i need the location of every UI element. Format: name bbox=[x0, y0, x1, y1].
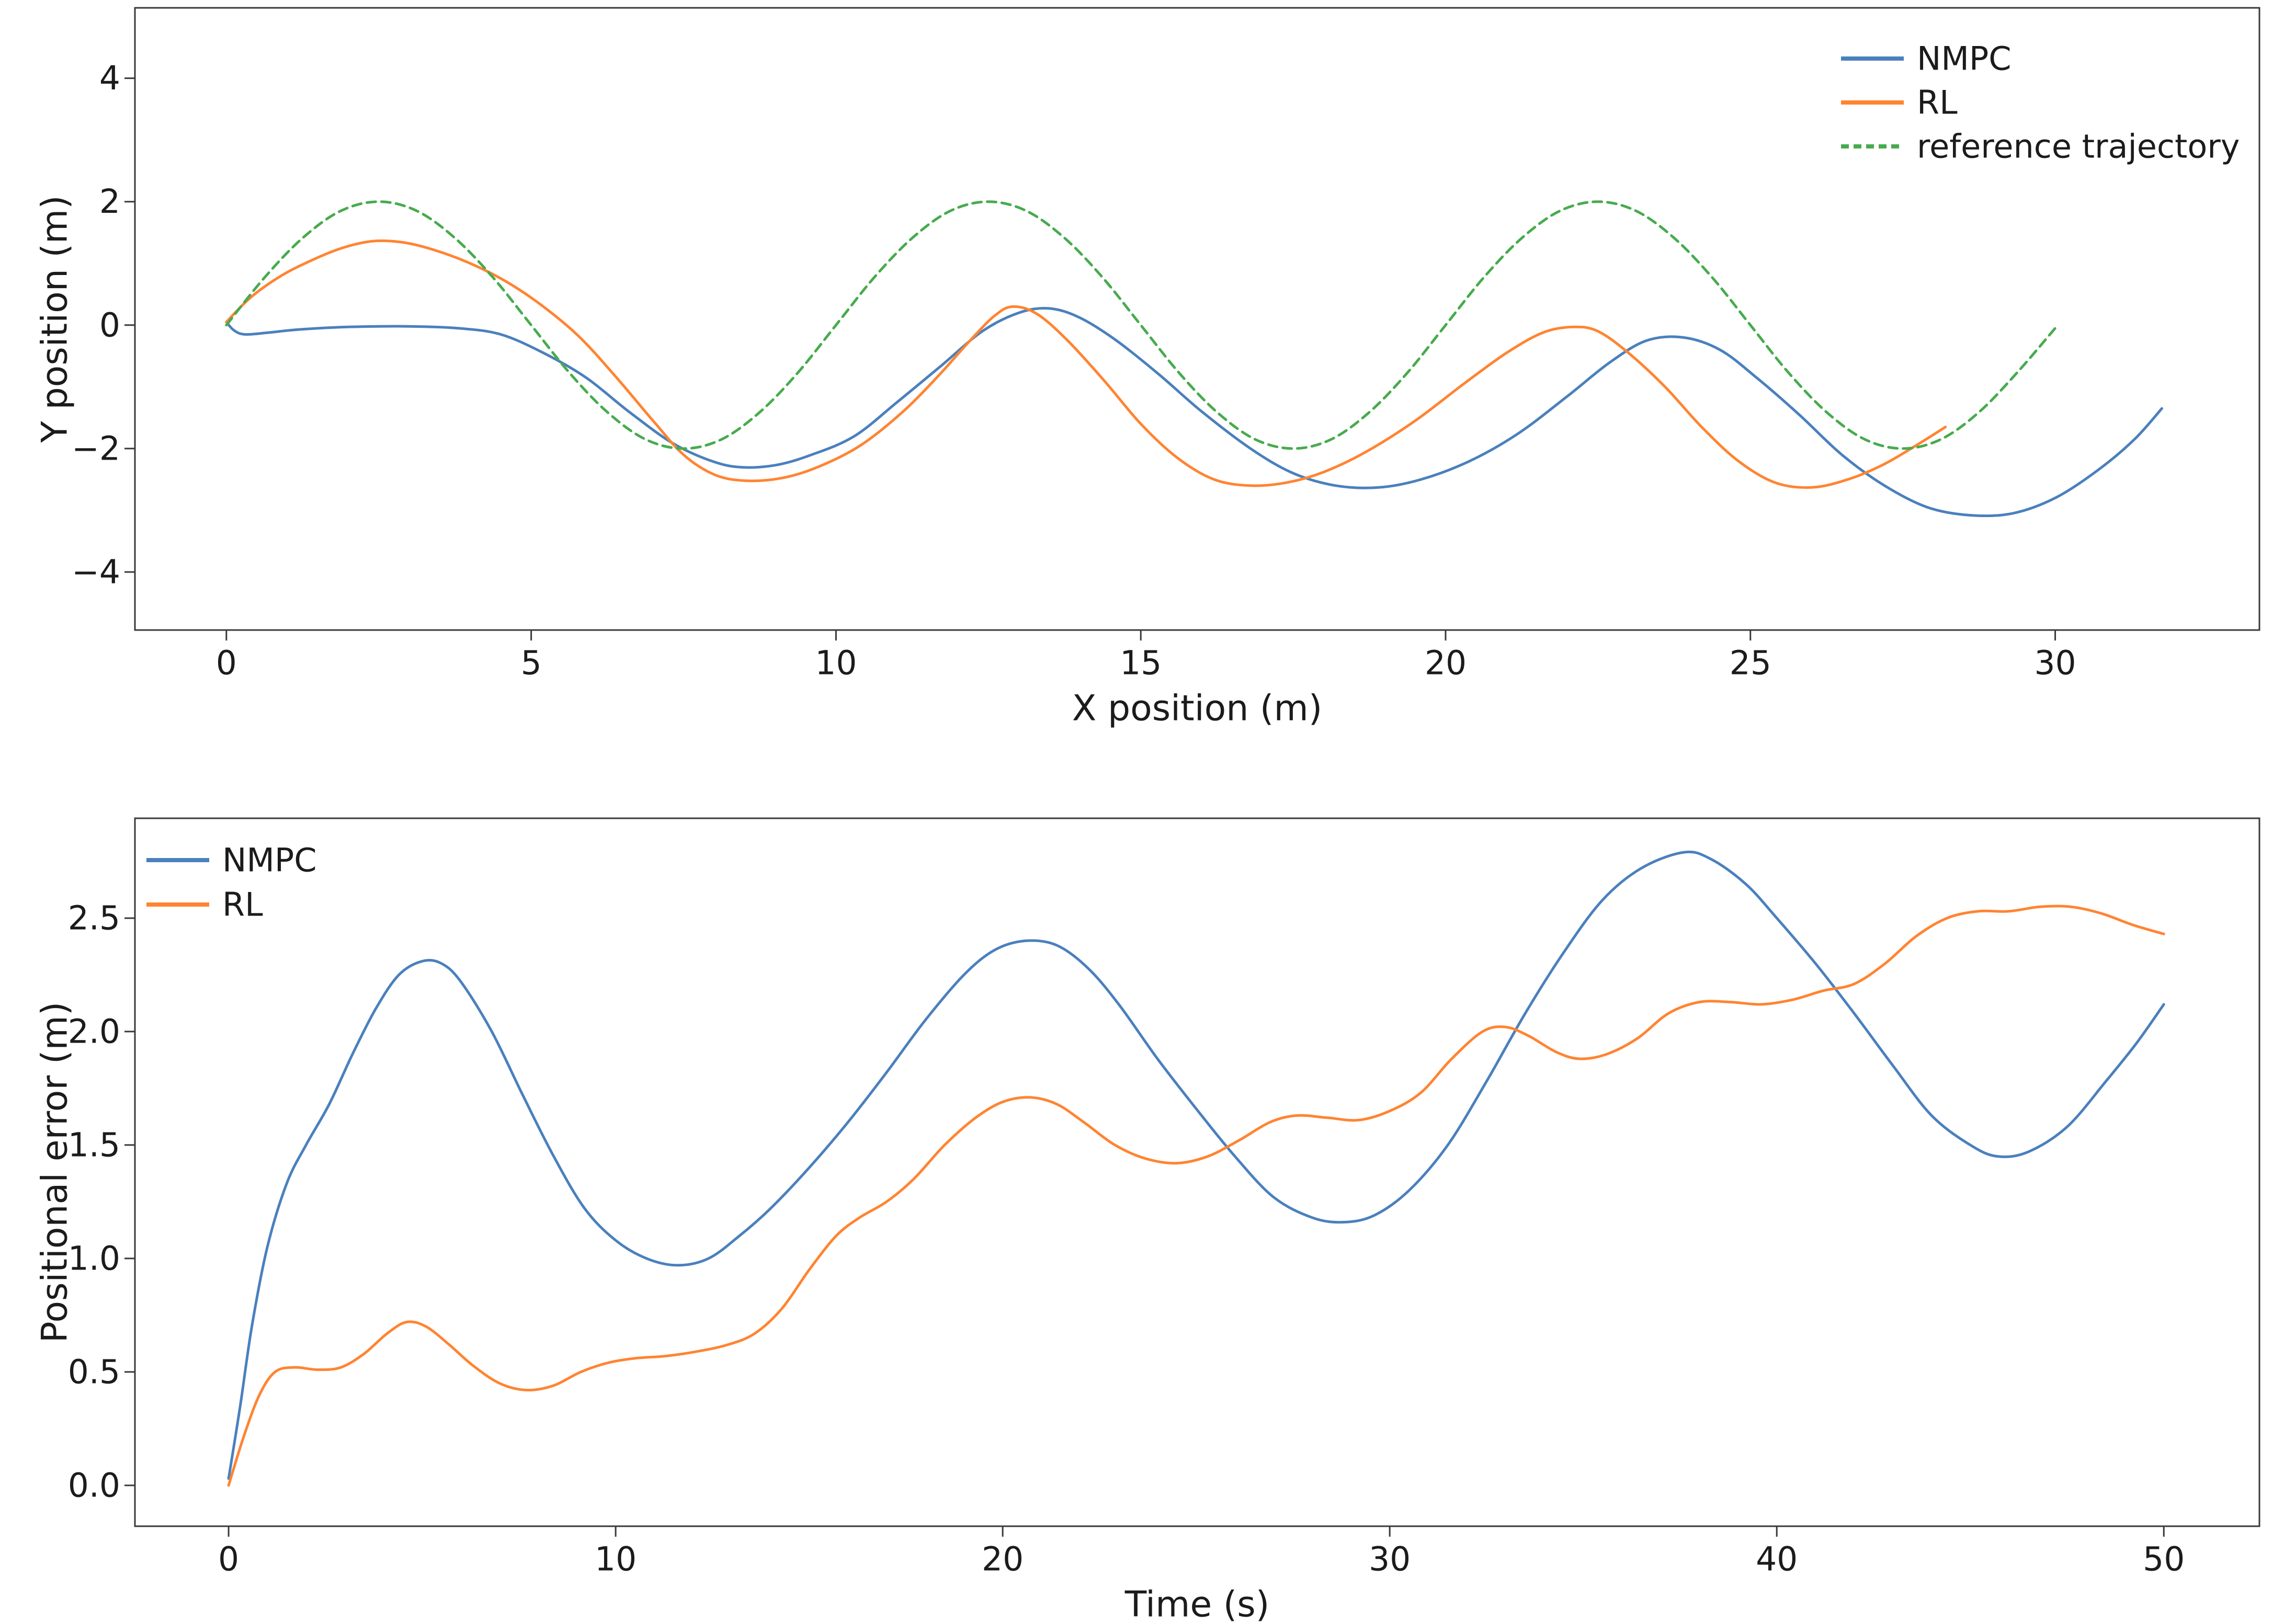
y-tick-label: 1.0 bbox=[68, 1239, 120, 1277]
x-tick-label: 40 bbox=[1756, 1540, 1798, 1579]
x-tick-label: 25 bbox=[1730, 644, 1771, 682]
plot-area bbox=[135, 8, 2259, 630]
x-tick-label: 5 bbox=[521, 644, 542, 682]
legend-label: RL bbox=[1917, 84, 1958, 122]
y-tick-label: 2.5 bbox=[68, 899, 120, 937]
x-tick-label: 30 bbox=[1369, 1540, 1411, 1579]
series-line-nmpc bbox=[227, 850, 2165, 1480]
x-tick-label: 20 bbox=[982, 1540, 1024, 1579]
y-tick-label: −2 bbox=[72, 429, 120, 467]
y-tick-label: 0 bbox=[99, 306, 120, 344]
x-tick-label: 10 bbox=[595, 1540, 637, 1579]
series-line-rl bbox=[227, 905, 2165, 1487]
legend-label: NMPC bbox=[1917, 40, 2012, 78]
positional-error-chart: 0 10 20 30 40 50 0.0 0.5 1.0 1.5 2.0 2.5 Time (s) Pos… bbox=[35, 817, 2260, 1624]
legend-label: reference trajectory bbox=[1917, 128, 2240, 166]
x-tick-label: 30 bbox=[2034, 644, 2076, 682]
y-tick-label: −4 bbox=[72, 553, 120, 591]
x-tick-label: 15 bbox=[1120, 644, 1162, 682]
y-tick-label: 4 bbox=[99, 59, 120, 97]
y-axis-label: Y position (m) bbox=[35, 195, 76, 443]
legend: NMPC RL reference trajectory bbox=[1841, 40, 2240, 166]
y-tick-label: 2.0 bbox=[68, 1012, 120, 1050]
x-tick-label: 0 bbox=[218, 1540, 239, 1579]
y-tick-label: 2 bbox=[99, 182, 120, 221]
legend-label: NMPC bbox=[222, 841, 317, 879]
legend: NMPC RL bbox=[146, 841, 317, 924]
legend-label: RL bbox=[222, 886, 263, 924]
y-tick-label: 1.5 bbox=[68, 1126, 120, 1164]
axes-spines bbox=[134, 7, 2260, 631]
x-tick-label: 0 bbox=[216, 644, 237, 682]
series-line-nmpc bbox=[225, 307, 2163, 518]
x-axis-label: X position (m) bbox=[1072, 688, 1322, 729]
y-axis-label: Positional error (m) bbox=[35, 1002, 76, 1343]
axes-spines bbox=[134, 817, 2260, 1527]
y-tick-label: 0.0 bbox=[68, 1466, 120, 1504]
plot-area bbox=[135, 818, 2259, 1526]
x-tick-label: 10 bbox=[815, 644, 857, 682]
series-line-reference-trajectory bbox=[225, 200, 2056, 450]
x-tick-label: 50 bbox=[2143, 1540, 2185, 1579]
series-group bbox=[227, 850, 2165, 1487]
x-tick-label: 20 bbox=[1425, 644, 1467, 682]
y-tick-label: 0.5 bbox=[68, 1353, 120, 1391]
series-line-rl bbox=[225, 239, 1947, 489]
series-group bbox=[225, 200, 2163, 518]
x-axis-label: Time (s) bbox=[1124, 1584, 1270, 1624]
